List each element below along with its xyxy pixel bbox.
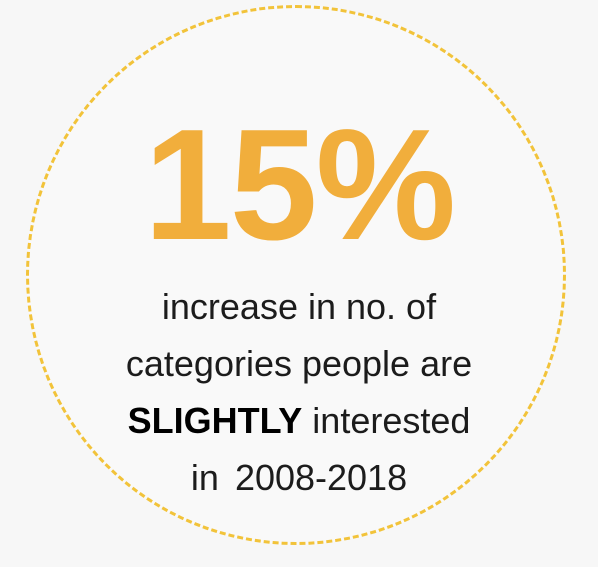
caption-line-2: categories people are — [125, 343, 473, 384]
dashed-circle — [26, 5, 566, 545]
caption-line-3: SLIGHTLY interested — [0, 392, 598, 449]
caption-line-4-prefix: in — [190, 457, 219, 498]
caption-line-3-rest: interested — [312, 400, 471, 441]
caption-year-range: 2008-2018 — [234, 457, 408, 498]
caption-line-4: in 2008-2018 — [0, 449, 598, 506]
caption-emphasis: SLIGHTLY — [127, 400, 303, 441]
caption-line-1: increase in no. of — [161, 286, 437, 327]
stat-caption: increase in no. of categories people are… — [0, 278, 598, 506]
stat-percentage: 15% — [143, 97, 456, 273]
